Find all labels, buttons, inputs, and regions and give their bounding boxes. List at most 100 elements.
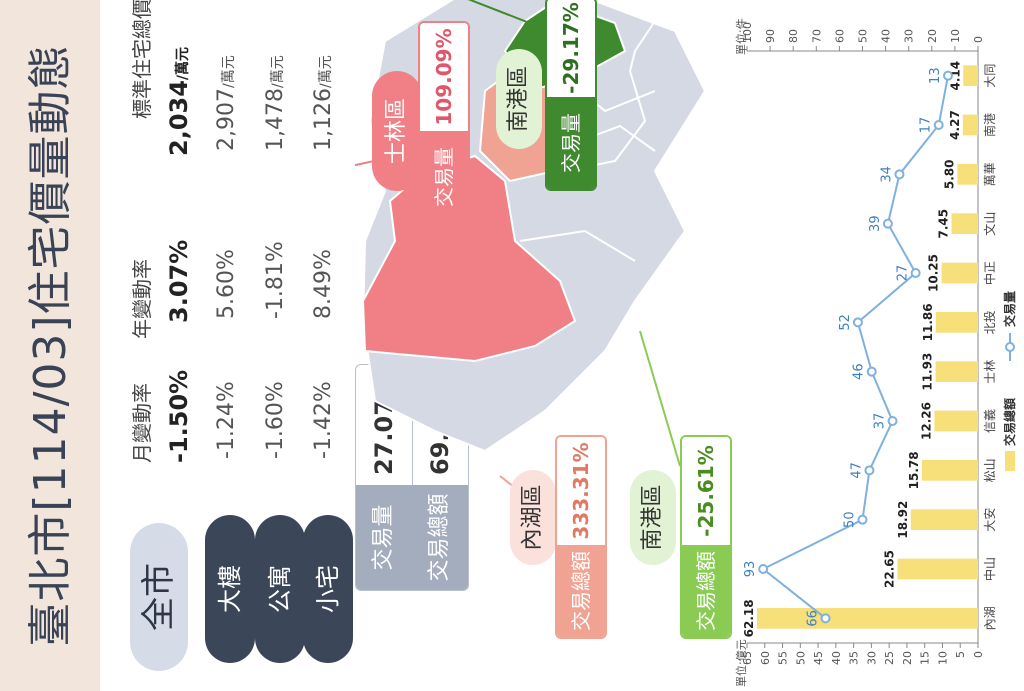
- category-label: 萬華: [983, 162, 997, 186]
- bar-8: [951, 213, 979, 235]
- neihu-name: 內湖區: [510, 470, 556, 565]
- left-axis-tick-label: 55: [777, 651, 790, 665]
- shilin-metric: 交易量: [420, 131, 468, 223]
- volume-point-9: [894, 169, 905, 180]
- volume-value-label: 52: [838, 314, 853, 331]
- nangang-amount-box: 交易總額 -25.61%: [680, 435, 732, 639]
- volume-value-label: 37: [873, 413, 888, 430]
- left-axis-tick-label: 15: [919, 651, 932, 665]
- right-axis-tick-label: 10: [949, 29, 962, 43]
- left-axis-tick-label: 10: [936, 651, 949, 665]
- right-axis-tick-label: 20: [926, 29, 939, 43]
- volume-point-10: [933, 120, 944, 130]
- left-axis-tick-label: 50: [794, 651, 807, 665]
- right-axis-tick-label: 60: [833, 29, 846, 43]
- left-axis-tick-label: 45: [812, 651, 825, 665]
- bar-value-label: 10.25: [927, 254, 941, 292]
- bar-1: [897, 558, 978, 580]
- volume-value-label: 93: [743, 561, 758, 578]
- bar-value-label: 18.92: [896, 501, 910, 539]
- volume-point-6: [852, 317, 863, 328]
- neihu-value: 333.31%: [557, 437, 605, 545]
- bar-value-label: 22.65: [883, 550, 897, 588]
- volume-value-label: 39: [868, 215, 883, 232]
- left-axis-tick-label: 0: [972, 651, 985, 658]
- category-label: 士林: [983, 360, 997, 384]
- left-axis-tick-label: 40: [830, 651, 843, 665]
- legend-line-label: 交易量: [1002, 291, 1017, 327]
- bar-value-label: 7.45: [937, 209, 951, 239]
- right-axis-label: 單位:件: [735, 18, 748, 55]
- volume-point-8: [882, 218, 893, 229]
- volume-point-3: [864, 465, 875, 476]
- right-axis-tick-label: 0: [972, 36, 985, 43]
- bar-0: [757, 607, 978, 629]
- map-district-shilin: [361, 154, 577, 363]
- nangang-amount-value: -25.61%: [682, 437, 730, 545]
- volume-value-label: 47: [849, 462, 864, 479]
- category-label: 內湖: [982, 606, 997, 630]
- volume-value-label: 46: [852, 363, 867, 380]
- right-axis-tick-label: 70: [810, 29, 823, 43]
- bar-value-label: 15.78: [907, 451, 921, 489]
- category-label: 文山: [982, 212, 997, 236]
- nangang-volume-metric: 交易量: [547, 97, 595, 189]
- volume-point-0: [820, 613, 831, 624]
- neihu-box: 交易總額 333.31%: [555, 435, 607, 639]
- bar-7: [941, 262, 978, 284]
- volume-value-label: 66: [806, 610, 821, 627]
- shilin-box: 交易量 109.09%: [418, 21, 470, 225]
- bar-value-label: 12.26: [919, 402, 933, 440]
- volume-point-7: [910, 268, 921, 278]
- shilin-value: 109.09%: [420, 23, 468, 131]
- category-label: 中正: [982, 261, 997, 285]
- left-axis-tick-label: 25: [883, 651, 896, 665]
- bar-value-label: 62.18: [742, 599, 756, 637]
- category-label: 中山: [982, 557, 997, 581]
- right-axis-tick-label: 80: [787, 29, 800, 43]
- volume-point-4: [887, 416, 898, 426]
- right-axis-tick-label: 100: [741, 22, 754, 43]
- bar-value-label: 4.14: [948, 61, 962, 91]
- right-axis-tick-label: 50: [857, 29, 870, 43]
- left-axis-tick-label: 35: [848, 651, 861, 665]
- volume-value-label: 50: [843, 511, 858, 528]
- right-axis-tick-label: 40: [880, 29, 893, 43]
- left-axis-tick-label: 60: [759, 651, 772, 665]
- left-axis-tick-label: 65: [741, 651, 754, 665]
- bar-value-label: 4.27: [948, 110, 962, 140]
- nangang-amount-metric: 交易總額: [682, 545, 730, 637]
- volume-point-1: [758, 564, 769, 574]
- volume-point-11: [942, 70, 953, 81]
- category-label: 松山: [983, 458, 997, 482]
- volume-value-label: 17: [919, 117, 934, 134]
- volume-value-label: 34: [879, 166, 894, 183]
- bar-3: [921, 459, 978, 481]
- bar-6: [935, 311, 978, 333]
- right-axis-tick-label: 30: [903, 29, 916, 43]
- category-label: 北投: [982, 310, 997, 334]
- bar-value-label: 5.80: [942, 160, 956, 190]
- bar-value-label: 11.86: [921, 303, 935, 341]
- volume-point-5: [866, 366, 877, 377]
- left-axis-tick-label: 30: [865, 651, 878, 665]
- nangang-amount-name: 南港區: [630, 470, 676, 565]
- left-axis-label: 單位:億元: [735, 639, 748, 687]
- leader-nangang-volume: [355, 0, 551, 32]
- category-label: 大安: [982, 508, 997, 532]
- nangang-volume-name: 南港區: [496, 49, 542, 149]
- bar-value-label: 11.93: [921, 353, 935, 391]
- legend-bar-swatch: [1005, 451, 1015, 471]
- bar-9: [957, 163, 979, 185]
- category-label: 大同: [983, 64, 997, 88]
- neihu-metric: 交易總額: [557, 545, 605, 637]
- category-label: 南港: [982, 113, 997, 137]
- volume-point-2: [857, 514, 868, 525]
- left-axis-tick-label: 20: [901, 651, 914, 665]
- bar-5: [935, 361, 978, 383]
- map-district-borders: [564, 20, 656, 172]
- right-axis-tick-label: 90: [764, 29, 777, 43]
- legend-bar-label: 交易總額: [1002, 398, 1017, 446]
- bar-10: [962, 114, 978, 136]
